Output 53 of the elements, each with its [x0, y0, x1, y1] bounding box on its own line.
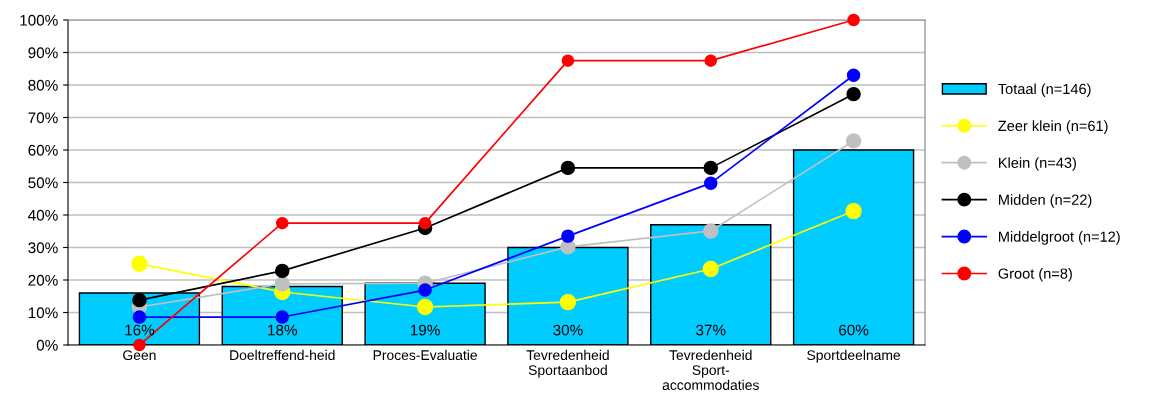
- point: [418, 216, 432, 230]
- y-tick-label: 0%: [36, 339, 58, 351]
- y-tick-label: 20%: [28, 274, 58, 286]
- y-tick-label: 70%: [28, 112, 58, 124]
- y-tick-label: 100%: [20, 14, 58, 26]
- legend-label: Midden (n=22): [999, 194, 1092, 208]
- point: [418, 283, 432, 297]
- legend-label: Middelgroot (n=12): [999, 231, 1120, 245]
- point: [561, 54, 575, 67]
- point: [704, 54, 718, 67]
- x-tick-label: Proces-Evaluatie: [373, 349, 477, 361]
- point: [846, 68, 861, 82]
- data-label: 37%: [696, 324, 726, 336]
- data-label: 30%: [553, 324, 583, 336]
- x-tick-label: Sportdeelname: [807, 349, 901, 363]
- point: [131, 255, 148, 272]
- point: [275, 310, 289, 324]
- y-tick-label: 30%: [28, 242, 58, 254]
- y-tick-label: 60%: [28, 144, 58, 156]
- y-tick-label: 90%: [28, 47, 58, 59]
- legend-label: Groot (n=8): [998, 268, 1072, 282]
- point: [275, 263, 290, 279]
- data-label: 16%: [125, 324, 155, 336]
- point: [275, 216, 289, 230]
- point: [702, 260, 719, 278]
- point: [561, 229, 575, 243]
- point: [703, 160, 718, 176]
- legend-label: Zeer klein (n=61): [998, 120, 1108, 134]
- x-tick-label: Doeltreffend-heid: [230, 349, 335, 361]
- y-tick-label: 80%: [28, 79, 58, 91]
- x-tick-label: Geen: [123, 350, 156, 361]
- data-label: 60%: [839, 324, 869, 336]
- point: [132, 310, 147, 324]
- y-tick-label: 10%: [28, 307, 58, 319]
- legend-label: Klein (n=43): [999, 157, 1076, 171]
- y-tick-label: 40%: [28, 209, 58, 221]
- point: [845, 133, 862, 149]
- x-tick-label: Tevredenheid Sport- accommodaties: [662, 349, 759, 390]
- data-label: 18%: [268, 324, 297, 336]
- point: [559, 293, 577, 311]
- x-tick-label: Tevredenheid Sportaanbod: [526, 349, 609, 378]
- point: [846, 86, 861, 102]
- point: [704, 176, 718, 190]
- point: [845, 202, 862, 220]
- point: [703, 223, 719, 239]
- data-label: 19%: [410, 324, 440, 336]
- point: [416, 298, 434, 316]
- legend-label: Totaal (n=146): [998, 83, 1091, 97]
- y-tick-label: 50%: [28, 177, 58, 189]
- point: [847, 13, 860, 27]
- point: [560, 160, 576, 176]
- point: [132, 292, 147, 308]
- point: [274, 276, 290, 292]
